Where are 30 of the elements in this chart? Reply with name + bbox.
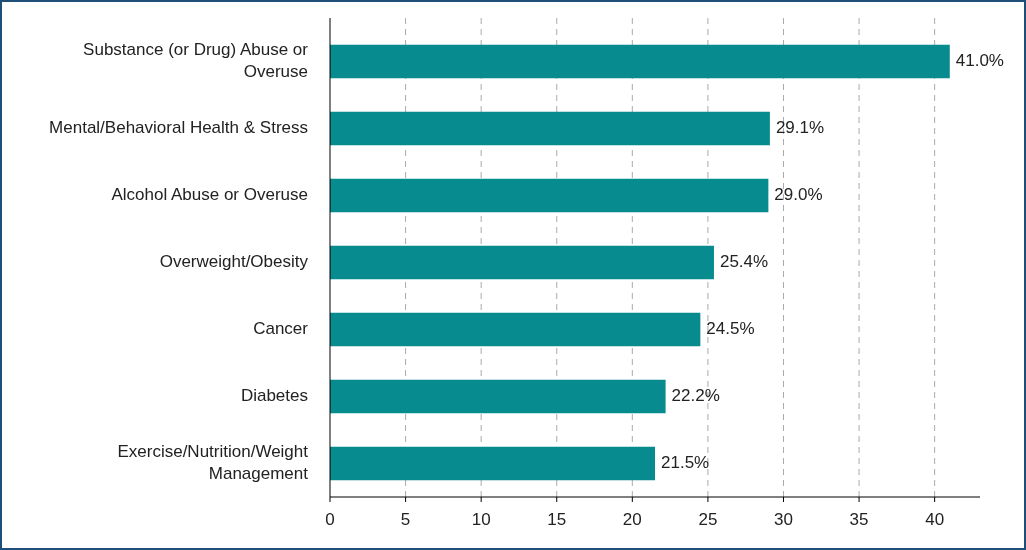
x-tick-label: 0 (325, 510, 335, 529)
bar (330, 245, 714, 280)
y-tick-label: Cancer (253, 318, 309, 338)
y-tick-label: Substance (or Drug) Abuse or Overuse (83, 39, 309, 81)
bar (330, 111, 770, 146)
y-tick-label: Mental/Behavioral Health & Stress (49, 117, 308, 137)
data-label: 22.2% (671, 385, 720, 405)
x-tick-label: 10 (471, 510, 491, 529)
x-tick-label: 40 (925, 510, 945, 529)
y-tick-label: Alcohol Abuse or Overuse (111, 184, 308, 204)
data-label: 25.4% (719, 251, 769, 271)
bar (330, 379, 666, 414)
bar (330, 446, 655, 481)
y-tick-label: Diabetes (240, 385, 308, 405)
data-label: 29.1% (775, 117, 825, 137)
data-label: 29.0% (774, 184, 823, 204)
x-tick-label: 5 (400, 510, 411, 529)
x-tick-label: 35 (849, 510, 869, 529)
x-tick-label: 30 (774, 510, 793, 529)
x-tick-label: 20 (622, 510, 642, 529)
data-label: 21.5% (661, 452, 710, 472)
y-tick-label: Overweight/Obesity (159, 251, 309, 271)
y-tick-label: Exercise/Nutrition/Weight Management (117, 441, 309, 483)
bar (330, 44, 950, 79)
data-label: 24.5% (706, 318, 755, 338)
x-tick-label: 15 (547, 510, 567, 529)
data-label: 41.0% (955, 50, 1004, 70)
x-tick-label: 25 (698, 510, 718, 529)
bar (330, 312, 701, 347)
bar (330, 178, 769, 213)
